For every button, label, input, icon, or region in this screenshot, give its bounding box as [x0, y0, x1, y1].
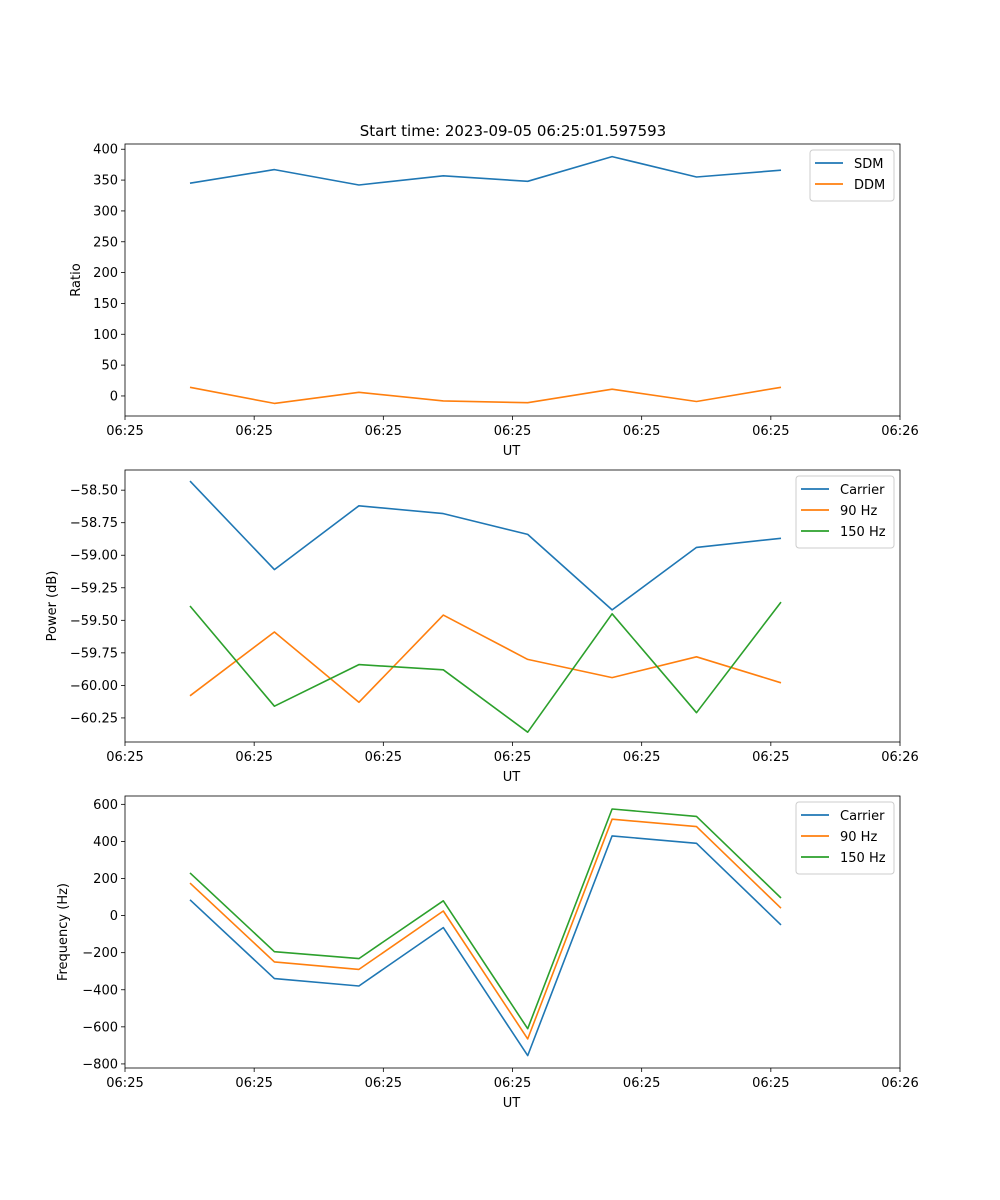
legend: Carrier 90 Hz 150 Hz: [795, 801, 895, 875]
x-tick-label: 06:25: [623, 1076, 660, 1091]
x-tick-label: 06:25: [235, 1076, 272, 1091]
series-line-carrier: [189, 480, 782, 611]
legend-box: [795, 475, 895, 549]
y-tick-label: 350: [93, 174, 118, 189]
legend-label: DDM: [854, 178, 885, 193]
y-tick-label: 100: [93, 328, 118, 343]
x-tick-label: 06:25: [106, 1076, 143, 1091]
x-tick-label: 06:25: [235, 424, 272, 439]
x-tick-label: 06:26: [881, 750, 918, 765]
y-tick-label: −59.75: [70, 646, 118, 661]
y-tick-label: −59.50: [70, 614, 118, 629]
legend-label: SDM: [854, 157, 883, 172]
x-tick-label: 06:25: [494, 1076, 531, 1091]
y-tick-label: −60.25: [70, 711, 118, 726]
y-axis-label: Ratio: [69, 263, 84, 296]
y-tick-label: −60.00: [70, 679, 118, 694]
y-tick-label: 200: [93, 872, 118, 887]
x-tick-label: 06:26: [881, 424, 918, 439]
x-tick-label: 06:25: [235, 750, 272, 765]
y-tick-label: −58.75: [70, 516, 118, 531]
y-tick-label: −59.25: [70, 581, 118, 596]
x-axis-label: UT: [503, 1096, 521, 1111]
y-axis-label: Frequency (Hz): [56, 883, 71, 981]
y-tick-label: 300: [93, 204, 118, 219]
legend: SDM DDM: [809, 149, 895, 202]
series-line-150-hz: [189, 601, 782, 734]
y-tick-label: −800: [82, 1057, 118, 1072]
y-tick-label: 0: [110, 909, 118, 924]
x-tick-label: 06:25: [623, 424, 660, 439]
series-line-ddm: [189, 386, 782, 405]
chart-panel-2: 06:25 06:25 06:25 06:25 06:25 06:25 06:26 −58.5…: [45, 469, 919, 785]
legend-label: 150 Hz: [840, 525, 886, 540]
y-tick-label: −400: [82, 983, 118, 998]
y-tick-label: −600: [82, 1020, 118, 1035]
chart-panel-1: 06:25 06:25 06:25 06:25 06:25 06:25 06:26 400 35…: [69, 143, 919, 459]
x-tick-label: 06:25: [752, 424, 789, 439]
legend-box: [795, 801, 895, 875]
legend-label: 90 Hz: [840, 504, 877, 519]
figure-title: Start time: 2023-09-05 06:25:01.597593: [360, 122, 666, 140]
x-axis-label: UT: [503, 770, 521, 785]
x-tick-label: 06:25: [494, 424, 531, 439]
y-tick-label: −58.50: [70, 484, 118, 499]
legend-label: 150 Hz: [840, 851, 886, 866]
x-tick-label: 06:25: [494, 750, 531, 765]
y-tick-label: 150: [93, 297, 118, 312]
series-line-90-hz: [189, 614, 782, 704]
x-tick-label: 06:25: [106, 424, 143, 439]
y-tick-label: 600: [93, 798, 118, 813]
y-tick-label: −200: [82, 946, 118, 961]
legend-label: 90 Hz: [840, 830, 877, 845]
chart-panel-3: 06:25 06:25 06:25 06:25 06:25 06:25 06:26 600 40…: [56, 795, 919, 1111]
y-tick-label: −59.00: [70, 549, 118, 564]
y-axis-label: Power (dB): [45, 571, 60, 642]
x-tick-label: 06:26: [881, 1076, 918, 1091]
x-tick-label: 06:25: [752, 1076, 789, 1091]
x-tick-label: 06:25: [623, 750, 660, 765]
x-tick-label: 06:25: [365, 750, 402, 765]
y-tick-label: 250: [93, 235, 118, 250]
x-axis-label: UT: [503, 444, 521, 459]
y-tick-label: 50: [101, 359, 118, 374]
x-tick-label: 06:25: [365, 424, 402, 439]
series-line-carrier: [189, 835, 782, 1057]
y-tick-label: 200: [93, 266, 118, 281]
legend-label: Carrier: [840, 483, 885, 498]
series-line-sdm: [189, 155, 782, 186]
x-tick-label: 06:25: [365, 1076, 402, 1091]
y-tick-label: 0: [110, 389, 118, 404]
series-line-150-hz: [189, 808, 782, 1030]
x-tick-label: 06:25: [106, 750, 143, 765]
y-tick-label: 400: [93, 835, 118, 850]
legend-label: Carrier: [840, 809, 885, 824]
panels: 06:25 06:25 06:25 06:25 06:25 06:25 06:26 400 35…: [45, 143, 919, 1111]
x-tick-label: 06:25: [752, 750, 789, 765]
legend: Carrier 90 Hz 150 Hz: [795, 475, 895, 549]
y-tick-label: 400: [93, 143, 118, 158]
series-line-90-hz: [189, 818, 782, 1040]
